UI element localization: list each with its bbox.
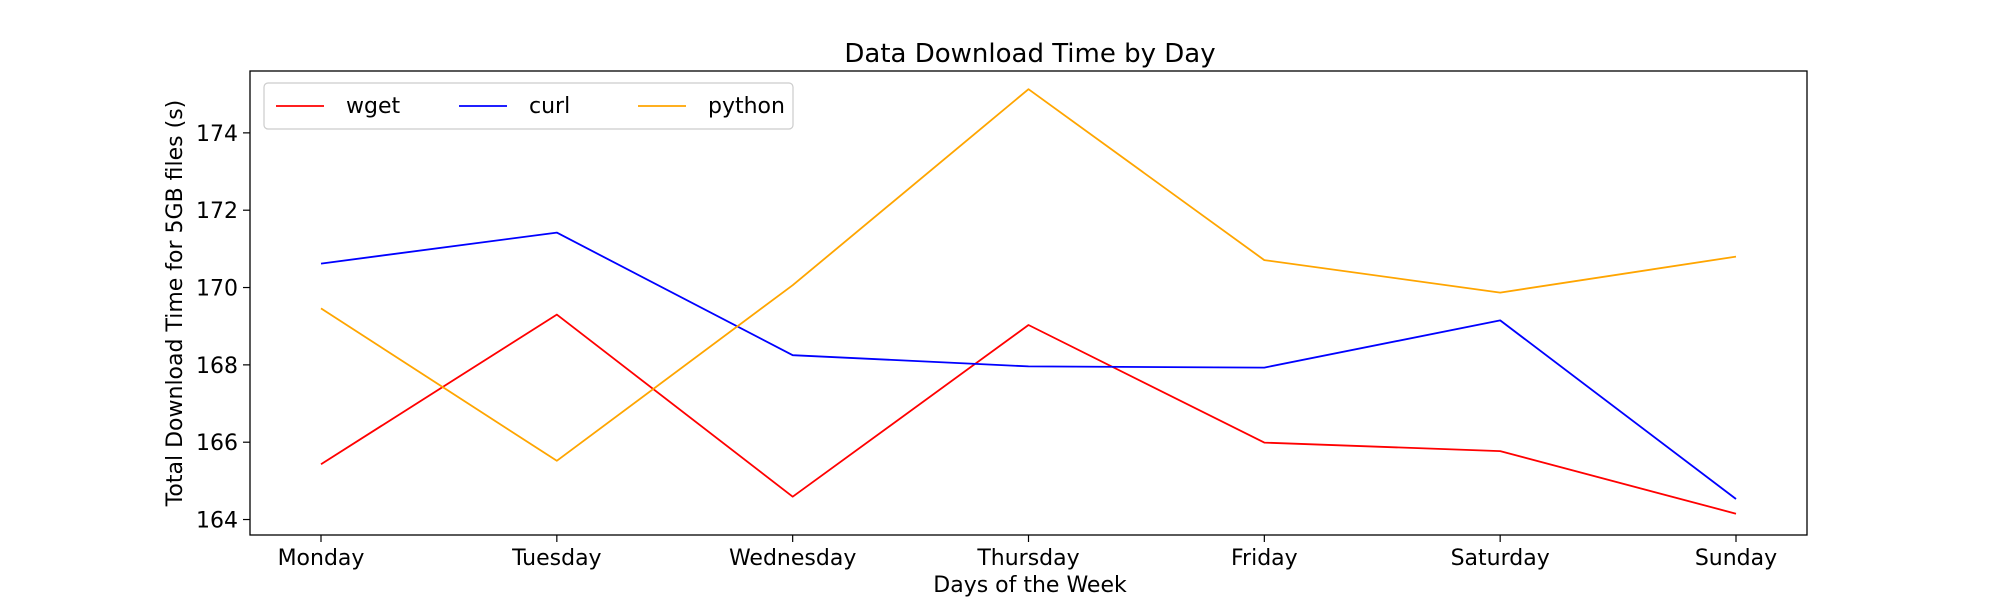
y-tick-label: 168 bbox=[196, 354, 238, 379]
y-axis-label: Total Download Time for 5GB files (s) bbox=[163, 100, 188, 508]
x-tick-label: Tuesday bbox=[511, 546, 602, 571]
series-line-curl bbox=[320, 231, 1737, 500]
x-tick-label: Monday bbox=[278, 546, 365, 571]
y-tick-label: 166 bbox=[196, 431, 238, 456]
y-tick-label: 172 bbox=[196, 199, 238, 224]
legend-box bbox=[263, 82, 794, 130]
x-axis-label: Days of the Week bbox=[933, 573, 1127, 598]
legend: wget curl python bbox=[263, 82, 794, 130]
x-tick-label: Saturday bbox=[1451, 546, 1550, 571]
series-line-wget bbox=[320, 313, 1737, 515]
series-line-python bbox=[320, 88, 1737, 462]
x-tick-label: Wednesday bbox=[729, 546, 856, 571]
plot-frame bbox=[249, 70, 1808, 536]
y-axis: 164 166 168 170 172 174 bbox=[196, 122, 250, 534]
chart-title: Data Download Time by Day bbox=[844, 39, 1215, 69]
x-tick-label: Friday bbox=[1231, 546, 1298, 571]
series-lines bbox=[320, 88, 1737, 515]
legend-label-curl: curl bbox=[529, 94, 570, 119]
y-tick-label: 164 bbox=[196, 509, 238, 534]
legend-label-python: python bbox=[708, 94, 785, 119]
legend-label-wget: wget bbox=[346, 94, 400, 119]
y-tick-label: 170 bbox=[196, 277, 238, 302]
x-tick-label: Sunday bbox=[1695, 546, 1777, 571]
x-axis: Monday Tuesday Wednesday Thursday Friday Satu… bbox=[278, 535, 1777, 571]
x-tick-label: Thursday bbox=[976, 546, 1079, 571]
y-tick-label: 174 bbox=[196, 122, 238, 147]
